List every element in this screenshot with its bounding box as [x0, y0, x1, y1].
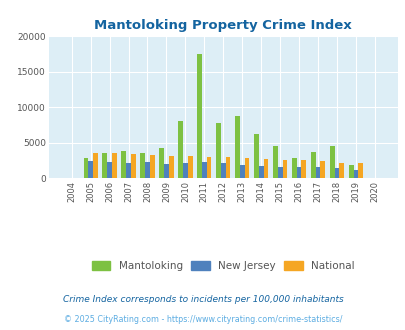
Bar: [83, 158, 88, 178]
Bar: [140, 153, 145, 178]
Bar: [206, 157, 211, 178]
Bar: [301, 160, 305, 178]
Bar: [187, 156, 192, 178]
Bar: [159, 148, 164, 178]
Bar: [112, 153, 116, 178]
Bar: [164, 164, 168, 178]
Bar: [145, 162, 149, 178]
Bar: [197, 54, 201, 178]
Bar: [339, 163, 343, 178]
Text: © 2025 CityRating.com - https://www.cityrating.com/crime-statistics/: © 2025 CityRating.com - https://www.city…: [64, 315, 341, 324]
Bar: [130, 154, 135, 178]
Bar: [183, 163, 187, 178]
Bar: [282, 160, 287, 178]
Bar: [225, 157, 230, 178]
Bar: [107, 162, 112, 178]
Bar: [277, 167, 282, 178]
Bar: [244, 158, 249, 178]
Legend: Mantoloking, New Jersey, National: Mantoloking, New Jersey, National: [87, 257, 358, 276]
Bar: [334, 168, 339, 178]
Bar: [149, 155, 154, 178]
Bar: [273, 146, 277, 178]
Bar: [310, 152, 315, 178]
Text: Crime Index corresponds to incidents per 100,000 inhabitants: Crime Index corresponds to incidents per…: [62, 295, 343, 304]
Bar: [254, 134, 258, 178]
Bar: [353, 170, 358, 178]
Bar: [320, 161, 324, 178]
Bar: [263, 159, 268, 178]
Bar: [239, 165, 244, 178]
Bar: [178, 121, 183, 178]
Bar: [102, 153, 107, 178]
Bar: [329, 146, 334, 178]
Bar: [215, 123, 220, 178]
Bar: [234, 116, 239, 178]
Bar: [358, 163, 362, 178]
Bar: [348, 165, 353, 178]
Bar: [220, 163, 225, 178]
Bar: [201, 162, 206, 178]
Bar: [121, 150, 126, 178]
Bar: [168, 156, 173, 178]
Bar: [88, 161, 93, 178]
Bar: [258, 166, 263, 178]
Bar: [291, 158, 296, 178]
Bar: [93, 153, 98, 178]
Title: Mantoloking Property Crime Index: Mantoloking Property Crime Index: [94, 19, 351, 32]
Bar: [315, 167, 320, 178]
Bar: [126, 163, 130, 178]
Bar: [296, 167, 301, 178]
